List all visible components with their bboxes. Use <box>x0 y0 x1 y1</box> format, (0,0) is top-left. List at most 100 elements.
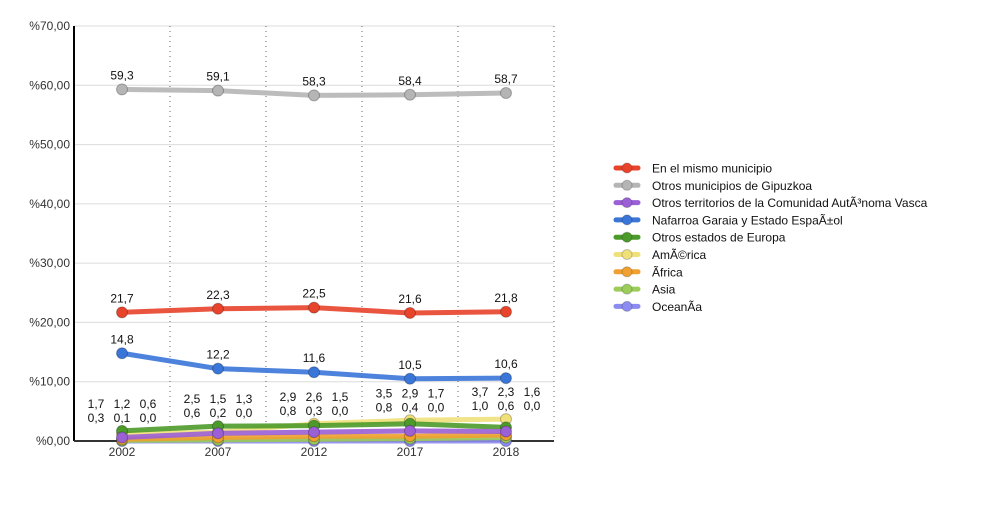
data-label: 0,6 <box>184 406 201 420</box>
data-point <box>212 84 224 97</box>
data-labels: 0,0 0,0 0,0 0,0 0,0 0,1 0,2 0,3 0,4 0,6 0,3 0,6 0,8 0… <box>88 68 541 424</box>
data-point <box>116 83 128 96</box>
data-label: 14,8 <box>110 332 134 346</box>
data-point <box>500 86 512 99</box>
data-label: 21,8 <box>494 291 518 305</box>
y-tick-label: %60,00 <box>29 78 70 92</box>
legend-label: En el mismo municipio <box>652 162 772 176</box>
data-label: 59,3 <box>110 68 134 82</box>
y-tick-label: %70,00 <box>29 19 70 33</box>
data-point <box>308 426 320 439</box>
data-label: 0,2 <box>210 406 227 420</box>
legend-label: Ãfrica <box>652 265 683 279</box>
data-label: 22,3 <box>206 288 230 302</box>
legend-label: Otros municipios de Gipuzkoa <box>652 179 812 193</box>
y-tick-label: %10,00 <box>29 375 70 389</box>
legend-item: OceanÃ­a <box>613 300 702 314</box>
legend-swatch-marker <box>621 266 633 278</box>
data-label: 58,3 <box>302 74 326 88</box>
data-label: 0,3 <box>88 411 105 425</box>
data-point <box>116 431 128 444</box>
data-label: 2,6 <box>306 390 323 404</box>
data-label: 0,0 <box>140 411 157 425</box>
series-2 <box>116 424 512 444</box>
data-label: 1,6 <box>524 385 541 399</box>
legend-item: Ãfrica <box>613 265 683 279</box>
data-label: 10,6 <box>494 357 518 371</box>
data-label: 3,5 <box>376 386 393 400</box>
data-label: 1,5 <box>332 390 349 404</box>
data-label: 1,3 <box>236 392 253 406</box>
data-point <box>116 306 128 319</box>
data-point <box>500 305 512 318</box>
data-label: 0,1 <box>114 411 131 425</box>
x-tick-label: 2017 <box>397 445 424 459</box>
y-tick-label: %0,00 <box>36 434 70 448</box>
data-label: 1,0 <box>472 399 489 413</box>
data-label: 2,9 <box>402 386 419 400</box>
data-label: 1,5 <box>210 392 227 406</box>
series-0 <box>116 301 512 319</box>
data-label: 10,5 <box>398 358 422 372</box>
data-point <box>308 301 320 314</box>
data-label: 0,3 <box>306 404 323 418</box>
legend-label: Otros territorios de la Comunidad AutÃ³n… <box>652 196 928 210</box>
data-label: 1,7 <box>428 386 445 400</box>
legend-label: Nafarroa Garaia y Estado EspaÃ±ol <box>652 213 843 227</box>
legend-item: Nafarroa Garaia y Estado EspaÃ±ol <box>613 213 843 227</box>
data-label: 58,7 <box>494 72 518 86</box>
data-label: 21,6 <box>398 292 422 306</box>
series-1 <box>116 83 512 102</box>
data-label: 22,5 <box>302 287 326 301</box>
data-label: 0,8 <box>280 404 297 418</box>
legend-label: OceanÃ­a <box>652 300 702 314</box>
legend-swatch-marker <box>621 283 633 295</box>
data-label: 2,3 <box>498 385 515 399</box>
legend-label: AmÃ©rica <box>652 248 707 262</box>
legend-item: Otros estados de Europa <box>613 231 786 245</box>
data-label: 0,6 <box>498 399 515 413</box>
legend-item: Asia <box>613 283 676 297</box>
x-tick-label: 2007 <box>205 445 232 459</box>
data-label: 0,0 <box>236 406 253 420</box>
data-label: 2,5 <box>184 392 201 406</box>
legend-label: Asia <box>652 283 676 297</box>
data-point <box>404 372 416 385</box>
data-point <box>404 306 416 319</box>
data-label: 3,7 <box>472 385 489 399</box>
data-point <box>308 366 320 379</box>
legend-swatch-marker <box>621 179 633 191</box>
data-label: 0,6 <box>140 397 157 411</box>
data-label: 0,0 <box>332 404 349 418</box>
legend-label: Otros estados de Europa <box>652 231 786 245</box>
x-tick-label: 2012 <box>301 445 328 459</box>
data-label: 58,4 <box>398 74 422 88</box>
data-point <box>500 372 512 385</box>
data-label: 11,6 <box>303 351 326 365</box>
data-point <box>404 88 416 101</box>
legend-item: AmÃ©rica <box>613 248 707 262</box>
data-label: 0,0 <box>428 400 445 414</box>
data-label: 0,8 <box>376 400 393 414</box>
legend-swatch-marker <box>621 300 633 312</box>
data-label: 59,1 <box>206 70 230 84</box>
data-point <box>500 425 512 438</box>
y-tick-label: %40,00 <box>29 197 70 211</box>
data-label: 1,7 <box>88 397 105 411</box>
y-tick-label: %20,00 <box>29 315 70 329</box>
legend-swatch-marker <box>621 197 633 209</box>
legend-item: Otros territorios de la Comunidad AutÃ³n… <box>613 196 928 210</box>
legend-item: En el mismo municipio <box>613 162 772 176</box>
y-tick-label: %50,00 <box>29 138 70 152</box>
data-label: 12,2 <box>206 348 230 362</box>
data-point <box>212 302 224 315</box>
y-tick-label: %30,00 <box>29 256 70 270</box>
data-point <box>116 347 128 360</box>
data-label: 21,7 <box>110 291 134 305</box>
data-label: 2,9 <box>280 390 297 404</box>
data-point <box>212 362 224 375</box>
legend-item: Otros municipios de Gipuzkoa <box>613 179 812 193</box>
data-point <box>212 427 224 440</box>
x-tick-label: 2002 <box>109 445 136 459</box>
